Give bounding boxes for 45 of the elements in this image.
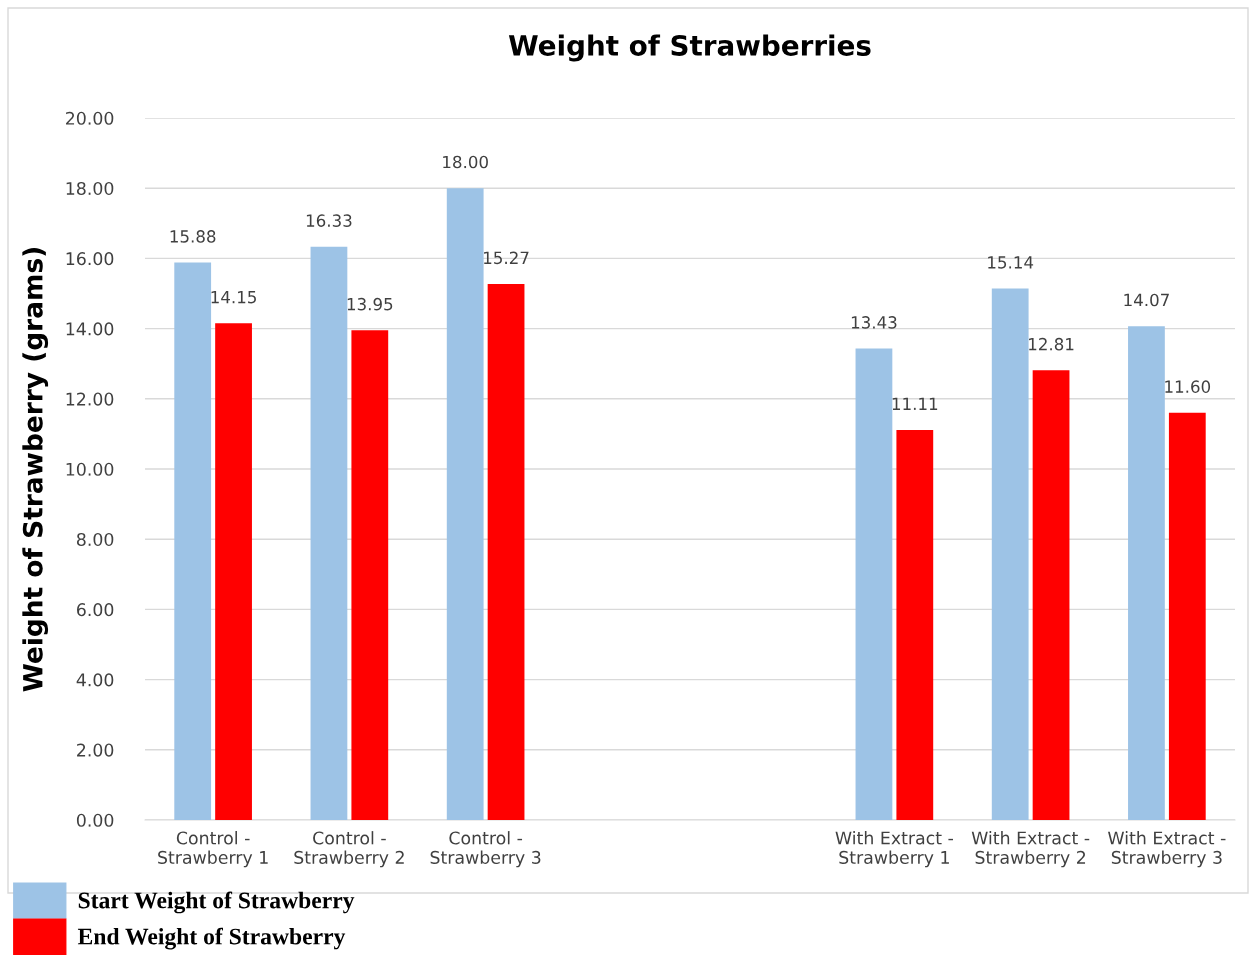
data-label: 12.81 — [1029, 337, 1074, 351]
y-tick-label: 4.00 — [76, 673, 114, 687]
bar — [351, 330, 389, 820]
data-label: 15.27 — [484, 251, 529, 265]
data-label: 13.43 — [851, 316, 897, 329]
data-label: 14.15 — [211, 291, 256, 304]
y-tick-label: 18.00 — [66, 181, 114, 196]
bar — [215, 323, 252, 820]
bar — [896, 430, 934, 820]
data-label: 15.88 — [170, 230, 216, 243]
chart-title: Weight of Strawberries — [508, 34, 871, 62]
x-tick-label: With Extract - Strawberry 2 — [971, 831, 1090, 868]
bar — [1128, 326, 1165, 820]
data-label: 16.33 — [306, 214, 352, 227]
data-label: 11.11 — [892, 397, 938, 410]
y-tick-label: 8.00 — [76, 532, 114, 547]
y-tick-label: 16.00 — [66, 252, 114, 266]
data-label: 18.00 — [443, 155, 488, 169]
y-tick-label: 0.00 — [76, 813, 114, 827]
data-label: 11.60 — [1165, 380, 1211, 393]
bar — [174, 262, 212, 820]
bar — [487, 284, 525, 820]
legend-label: Start Weight of Strawberry — [78, 891, 355, 914]
bar — [446, 188, 484, 820]
y-axis-title: Weight of Strawberry (grams) — [22, 248, 49, 692]
x-tick-label: With Extract - Strawberry 3 — [1108, 831, 1226, 868]
y-tick-label: 6.00 — [77, 603, 114, 617]
y-tick-label: 2.00 — [77, 743, 114, 757]
x-tick-label: Control - Strawberry 1 — [158, 831, 268, 868]
data-label: 14.07 — [1124, 293, 1169, 307]
legend-label: End Weight of Strawberry — [77, 927, 346, 950]
data-label: 15.14 — [988, 256, 1034, 269]
x-tick-label: Control - Strawberry 3 — [430, 831, 541, 868]
data-label: 13.95 — [347, 297, 393, 311]
y-tick-label: 20.00 — [66, 111, 114, 125]
bar — [855, 348, 893, 820]
y-tick-label: 14.00 — [66, 322, 114, 336]
bar — [310, 246, 348, 820]
x-tick-label: Control - Strawberry 2 — [294, 831, 404, 868]
x-tick-label: With Extract - Strawberry 1 — [835, 831, 953, 868]
y-tick-label: 10.00 — [66, 462, 114, 476]
bar — [991, 288, 1029, 820]
bar — [1168, 412, 1206, 820]
y-tick-label: 12.00 — [66, 392, 114, 406]
bar — [1032, 370, 1070, 820]
